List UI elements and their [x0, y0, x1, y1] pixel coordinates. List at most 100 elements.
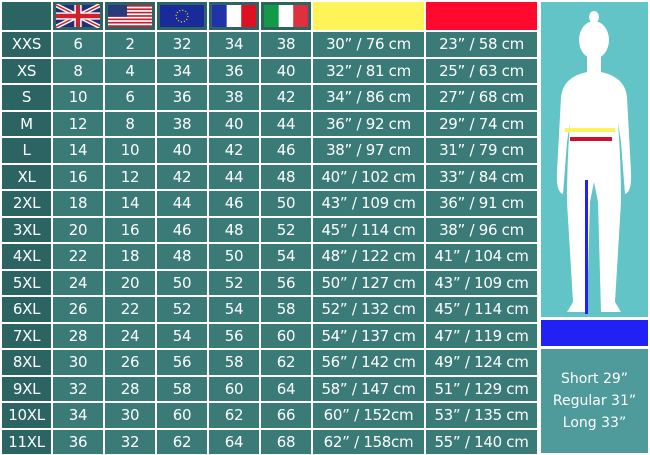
waist-cell: 23” / 58 cm: [426, 32, 537, 57]
us-cell: 24: [105, 323, 155, 348]
eu-cell: 32: [157, 32, 207, 57]
eu-cell: 60: [157, 403, 207, 428]
fr-cell: 54: [209, 297, 259, 322]
uk-cell: 14: [53, 138, 103, 163]
us-flag-header: [105, 2, 155, 30]
bust-cell: 58” / 147 cm: [313, 376, 424, 401]
france-flag-header: [209, 2, 259, 30]
fr-cell: 42: [209, 138, 259, 163]
it-cell: 50: [261, 191, 311, 216]
bust-cell: 34” / 86 cm: [313, 85, 424, 110]
size-cell: 6XL: [2, 297, 51, 322]
size-cell: 2XL: [2, 191, 51, 216]
uk-cell: 16: [53, 164, 103, 189]
bust-cell: 62” / 158cm: [313, 429, 424, 454]
it-cell: 40: [261, 58, 311, 83]
length-long: Long 33”: [562, 415, 627, 431]
bust-cell: 36” / 92 cm: [313, 111, 424, 136]
us-cell: 18: [105, 244, 155, 269]
size-cell: 10XL: [2, 403, 51, 428]
bust-cell: 52” / 132 cm: [313, 297, 424, 322]
bust-cell: 38” / 97 cm: [313, 138, 424, 163]
uk-cell: 6: [53, 32, 103, 57]
uk-cell: 32: [53, 376, 103, 401]
us-cell: 30: [105, 403, 155, 428]
size-cell: XL: [2, 164, 51, 189]
us-cell: 4: [105, 58, 155, 83]
bust-cell: 30” / 76 cm: [313, 32, 424, 57]
eu-cell: 56: [157, 350, 207, 375]
eu-cell: 58: [157, 376, 207, 401]
us-cell: 26: [105, 350, 155, 375]
length-short: Short 29”: [560, 371, 629, 387]
uk-flag-header: [53, 2, 103, 30]
eu-cell: 36: [157, 85, 207, 110]
bust-line: [565, 128, 615, 132]
eu-cell: 44: [157, 191, 207, 216]
it-cell: 66: [261, 403, 311, 428]
size-cell: 9XL: [2, 376, 51, 401]
it-cell: 62: [261, 350, 311, 375]
size-cell: XS: [2, 58, 51, 83]
fr-cell: 60: [209, 376, 259, 401]
fr-cell: 62: [209, 403, 259, 428]
size-cell: 4XL: [2, 244, 51, 269]
uk-cell: 12: [53, 111, 103, 136]
us-cell: 16: [105, 217, 155, 242]
uk-cell: 24: [53, 270, 103, 295]
waist-cell: 45” / 114 cm: [426, 297, 537, 322]
it-cell: 48: [261, 164, 311, 189]
size-cell: S: [2, 85, 51, 110]
waist-cell: 36” / 91 cm: [426, 191, 537, 216]
it-cell: 56: [261, 270, 311, 295]
uk-cell: 20: [53, 217, 103, 242]
size-cell: 3XL: [2, 217, 51, 242]
italy-flag-header: [261, 2, 311, 30]
bust-cell: 56” / 142 cm: [313, 350, 424, 375]
us-cell: 8: [105, 111, 155, 136]
fr-cell: 44: [209, 164, 259, 189]
us-cell: 20: [105, 270, 155, 295]
us-cell: 10: [105, 138, 155, 163]
eu-cell: 34: [157, 58, 207, 83]
size-cell: 5XL: [2, 270, 51, 295]
size-chart-table: XXS 6 2 32 34 38 30” / 76 cm 23” / 58 cm XS 8 4 34 3…: [2, 2, 537, 454]
fr-cell: 56: [209, 323, 259, 348]
eu-cell: 48: [157, 244, 207, 269]
it-cell: 42: [261, 85, 311, 110]
uk-cell: 28: [53, 323, 103, 348]
uk-cell: 30: [53, 350, 103, 375]
eu-cell: 40: [157, 138, 207, 163]
it-cell: 60: [261, 323, 311, 348]
bust-cell: 32” / 81 cm: [313, 58, 424, 83]
us-flag-icon: [108, 5, 152, 27]
bust-cell: 60” / 152cm: [313, 403, 424, 428]
fr-cell: 52: [209, 270, 259, 295]
header-corner: [2, 2, 51, 30]
uk-cell: 8: [53, 58, 103, 83]
fr-cell: 48: [209, 217, 259, 242]
waist-cell: 55” / 140 cm: [426, 429, 537, 454]
body-figure-panel: [541, 2, 648, 317]
eu-cell: 54: [157, 323, 207, 348]
us-cell: 14: [105, 191, 155, 216]
waist-cell: 38” / 96 cm: [426, 217, 537, 242]
uk-cell: 10: [53, 85, 103, 110]
uk-flag-icon: [56, 4, 100, 28]
us-cell: 28: [105, 376, 155, 401]
fr-cell: 50: [209, 244, 259, 269]
fr-cell: 64: [209, 429, 259, 454]
waist-cell: 29” / 74 cm: [426, 111, 537, 136]
size-cell: M: [2, 111, 51, 136]
fr-cell: 40: [209, 111, 259, 136]
italy-flag-icon: [264, 5, 308, 27]
waist-line: [570, 137, 612, 141]
size-cell: 8XL: [2, 350, 51, 375]
waist-cell: 27” / 68 cm: [426, 85, 537, 110]
bust-cell: 54” / 137 cm: [313, 323, 424, 348]
fr-cell: 34: [209, 32, 259, 57]
eu-cell: 62: [157, 429, 207, 454]
uk-cell: 36: [53, 429, 103, 454]
body-silhouette-icon: [556, 11, 632, 314]
it-cell: 46: [261, 138, 311, 163]
